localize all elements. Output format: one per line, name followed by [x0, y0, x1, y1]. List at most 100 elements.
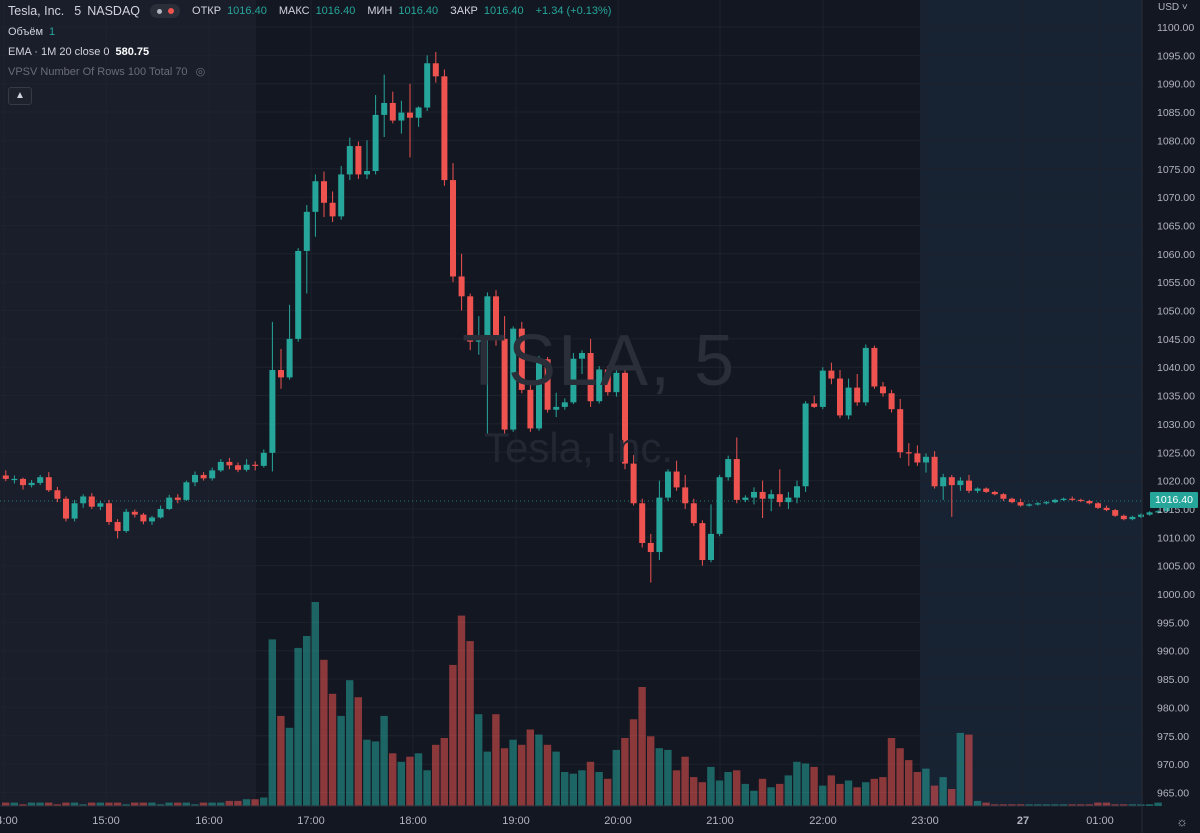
- market-status-toggle[interactable]: [150, 4, 181, 18]
- volume-bar: [432, 744, 440, 806]
- volume-bar: [199, 802, 208, 806]
- currency-selector[interactable]: USD ˅: [1158, 2, 1198, 14]
- volume-bar: [612, 749, 620, 806]
- volume-bar: [638, 687, 646, 806]
- volume-bar: [1102, 802, 1111, 806]
- volume-bar: [707, 766, 715, 806]
- volume-bar: [62, 802, 70, 806]
- candle-body: [467, 296, 474, 342]
- collapse-legend-button[interactable]: ▲: [8, 87, 32, 105]
- open-label: ОТКР: [192, 5, 222, 17]
- candle-body: [716, 477, 723, 534]
- exchange: NASDAQ: [87, 4, 141, 18]
- candle-body: [1112, 510, 1119, 516]
- volume-bar: [148, 802, 156, 806]
- volume-bar: [887, 738, 896, 806]
- hidden-eye-icon[interactable]: ◎: [195, 66, 206, 78]
- volume-bar: [758, 778, 767, 806]
- candle-body: [656, 497, 663, 553]
- volume-bar: [905, 760, 913, 806]
- volume-bar: [475, 714, 483, 806]
- time-tick-label: 23:00: [911, 815, 939, 827]
- candle-body: [278, 370, 284, 378]
- price-tick-label: 1065.00: [1157, 220, 1195, 232]
- interval[interactable]: 5: [74, 4, 82, 18]
- vpsv-indicator[interactable]: VPSV Number Of Rows 100 Total 70 ◎: [8, 63, 617, 81]
- volume-bar: [466, 641, 474, 806]
- candle-body: [252, 464, 259, 466]
- volume-bar: [698, 782, 706, 806]
- volume-bar: [88, 802, 96, 806]
- volume-bar: [131, 802, 139, 806]
- volume-bar: [999, 804, 1007, 806]
- volume-bar: [681, 756, 689, 806]
- price-tick-label: 1005.00: [1157, 561, 1195, 573]
- price-tick-label: 1035.00: [1157, 391, 1195, 403]
- candle-body: [149, 517, 155, 522]
- volume-bar: [595, 772, 603, 806]
- price-tick-label: 980.00: [1157, 702, 1189, 714]
- candle-body: [346, 146, 353, 175]
- candle-body: [286, 338, 293, 378]
- volume-bar: [647, 736, 655, 806]
- volume-bar: [672, 770, 681, 806]
- time-tick-label: 17:00: [297, 815, 325, 827]
- candle-body: [458, 276, 465, 297]
- volume-bar: [621, 738, 629, 806]
- candle-body: [845, 387, 852, 416]
- volume-bar: [1094, 802, 1102, 806]
- candle-body: [923, 456, 929, 463]
- price-tick-label: 975.00: [1157, 731, 1189, 743]
- candle-body: [1146, 512, 1153, 515]
- candle-body: [45, 477, 52, 491]
- volume-bar: [750, 790, 758, 806]
- candle-body: [63, 498, 69, 519]
- chevron-down-icon: ˅: [1181, 2, 1188, 13]
- candle-body: [1043, 502, 1050, 504]
- price-tick-label: 1050.00: [1157, 306, 1195, 318]
- ema-indicator[interactable]: EMA · 1M 20 close 0 580.75: [8, 43, 617, 61]
- candle-body: [596, 369, 603, 402]
- volume-bar: [397, 761, 405, 806]
- candle-body: [140, 514, 147, 522]
- price-axis[interactable]: 965.00 970.00 975.00 980.00 985.00 990.00 995.…: [1157, 22, 1195, 799]
- candle-body: [604, 369, 611, 393]
- candle-body: [312, 181, 319, 212]
- settings-gear-icon[interactable]: ☼: [1176, 814, 1188, 829]
- volume-bar: [922, 768, 930, 806]
- ema-value: 580.75: [115, 46, 150, 58]
- candle-body: [1052, 499, 1058, 503]
- open-value: 1016.40: [227, 5, 267, 17]
- symbol-name[interactable]: Tesla, Inc.: [8, 4, 65, 18]
- volume-bar: [483, 751, 491, 806]
- volume-bar: [518, 744, 526, 806]
- candle-body: [1069, 498, 1076, 500]
- volume-bar: [45, 802, 53, 806]
- volume-bar: [1120, 804, 1128, 806]
- volume-bar: [862, 782, 870, 806]
- candle-body: [570, 358, 577, 403]
- volume-bar: [414, 753, 423, 806]
- candle-body: [768, 494, 775, 499]
- candle-body: [484, 296, 491, 337]
- candle-body: [1120, 515, 1127, 520]
- volume-bar: [827, 775, 835, 806]
- candle-body: [432, 63, 439, 77]
- price-tick-label: 1045.00: [1157, 334, 1195, 346]
- candle-body: [80, 496, 87, 504]
- volume-indicator[interactable]: Объём 1: [8, 23, 617, 41]
- volume-bar: [561, 772, 569, 806]
- candle-body: [209, 470, 216, 479]
- volume-bar: [801, 763, 810, 806]
- candle-body: [329, 202, 336, 217]
- volume-bar: [70, 802, 79, 806]
- candle-body: [536, 359, 542, 429]
- symbol-row: Tesla, Inc. 5 NASDAQ ОТКР 1016.40 МАКС 101…: [8, 4, 617, 18]
- volume-label: Объём: [8, 26, 44, 38]
- candle-body: [1103, 507, 1110, 511]
- time-axis[interactable]: 14:00 15:00 16:00 17:00 18:00 19:00 20:00 21:00…: [0, 815, 1114, 827]
- volume-bar: [156, 804, 165, 806]
- chevron-up-icon: ▲: [15, 90, 25, 101]
